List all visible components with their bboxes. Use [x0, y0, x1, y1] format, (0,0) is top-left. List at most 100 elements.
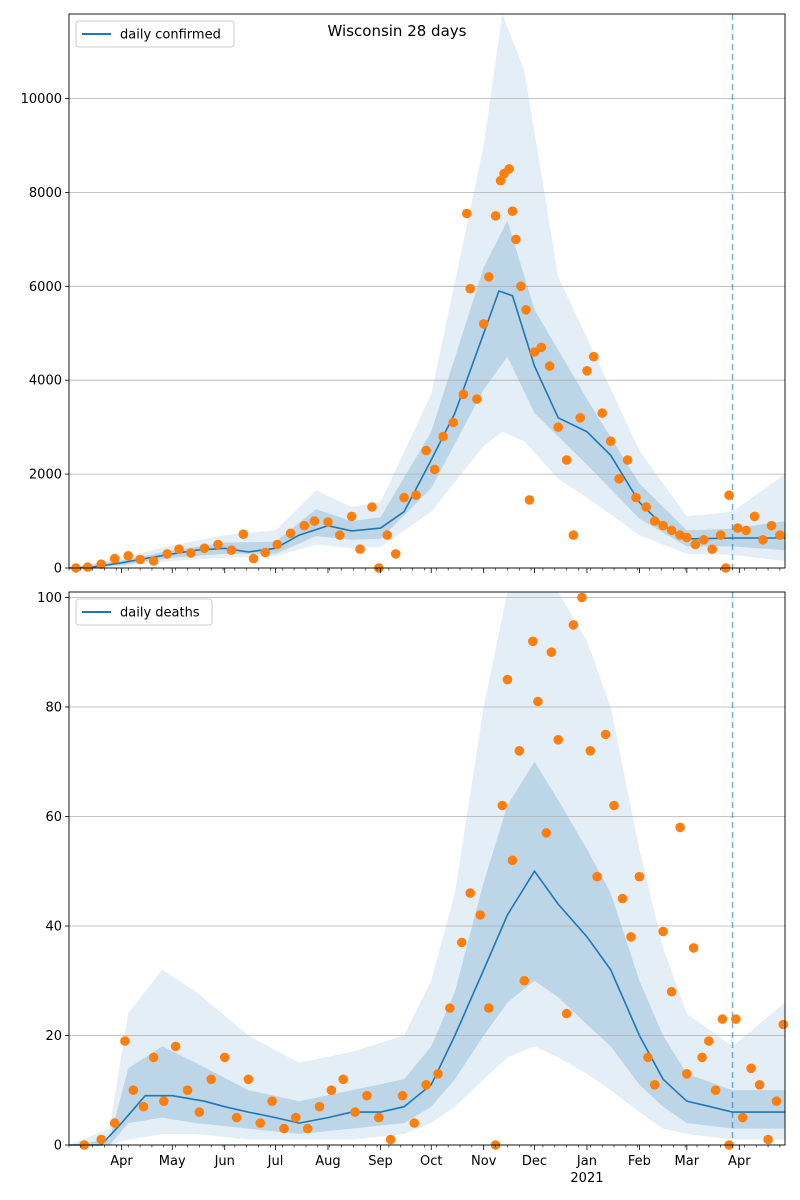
data-point	[568, 530, 579, 540]
data-point	[528, 636, 538, 647]
data-point	[465, 888, 476, 898]
data-point	[128, 1085, 139, 1095]
data-point	[456, 937, 467, 948]
data-point	[666, 986, 677, 997]
confirmed-x-ticks	[68, 568, 781, 573]
deaths-y-ticks: 0 20 40 60 80 100	[37, 591, 69, 1154]
data-point	[561, 455, 572, 465]
data-point	[614, 474, 624, 484]
x-tick-label: Apr	[110, 1154, 133, 1169]
y-tick-label: 20	[45, 1029, 62, 1044]
y-tick-label: 40	[45, 919, 62, 934]
data-point	[763, 1134, 773, 1145]
data-point	[138, 1101, 149, 1112]
data-point	[524, 495, 535, 505]
data-point	[634, 871, 645, 882]
data-point	[478, 319, 489, 329]
deaths-panel: 0 20 40 60 80 100 Apr May Jun Jul Aug Sep Oct Nov Dec…	[37, 591, 789, 1186]
data-point	[704, 1036, 714, 1046]
data-point	[109, 1118, 120, 1128]
data-point	[135, 554, 145, 565]
data-point	[465, 283, 476, 294]
data-point	[521, 305, 531, 315]
x-tick-label: Jun	[214, 1154, 235, 1169]
data-point	[731, 1014, 741, 1024]
data-point	[541, 828, 552, 838]
data-point	[529, 347, 540, 357]
data-point	[109, 553, 120, 564]
data-point	[582, 366, 592, 376]
data-point	[206, 1074, 216, 1085]
data-point	[385, 1134, 396, 1145]
data-point	[374, 1112, 384, 1123]
data-point	[592, 871, 602, 882]
data-point	[690, 539, 701, 550]
data-point	[643, 1052, 653, 1063]
y-tick-label: 10000	[21, 92, 62, 107]
data-point	[519, 975, 530, 986]
data-point	[433, 1069, 443, 1079]
confirmed-axes-frame	[68, 13, 786, 569]
axes-frame	[68, 591, 786, 1146]
confirmed-points	[71, 164, 785, 573]
data-point	[746, 1063, 756, 1074]
y-tick-label: 8000	[29, 186, 62, 201]
y-tick-label: 80	[45, 700, 62, 715]
data-point	[544, 361, 555, 371]
data-point	[285, 528, 296, 539]
axes-frame	[68, 13, 786, 569]
data-point	[577, 592, 587, 603]
data-point	[472, 394, 482, 404]
data-point	[96, 559, 106, 569]
data-point	[688, 943, 699, 953]
data-point	[96, 1134, 106, 1145]
data-point	[741, 525, 751, 536]
data-point	[382, 530, 393, 540]
inner-band	[69, 220, 785, 568]
data-point	[553, 735, 563, 745]
data-point	[182, 1085, 193, 1095]
y-tick-label: 6000	[29, 280, 62, 295]
data-point	[514, 746, 525, 756]
data-point	[516, 281, 526, 292]
data-point	[475, 910, 486, 920]
data-point	[226, 545, 237, 555]
legend-label: daily confirmed	[120, 28, 221, 43]
data-point	[658, 520, 668, 531]
data-point	[231, 1112, 242, 1123]
data-point	[536, 342, 547, 353]
data-point	[495, 175, 506, 186]
deaths-legend: daily deaths	[75, 598, 213, 626]
data-point	[502, 674, 513, 685]
deaths-gridlines	[69, 597, 785, 1146]
data-point	[409, 1118, 420, 1128]
data-point	[609, 800, 619, 811]
confirmed-y-ticks: 0 2000 4000 6000 8000 10000	[21, 92, 69, 577]
data-point	[186, 548, 196, 558]
x-tick-label: Feb	[628, 1154, 651, 1169]
data-point	[697, 1052, 707, 1063]
x-tick-sublabel: 2021	[570, 1171, 603, 1186]
data-point	[346, 511, 357, 522]
data-point	[148, 556, 159, 566]
data-point	[605, 436, 616, 447]
data-point	[507, 206, 518, 216]
y-tick-label: 60	[45, 810, 62, 825]
data-point	[162, 549, 172, 559]
deaths-uncertainty-bands	[69, 592, 785, 1145]
data-point	[148, 1052, 159, 1063]
deaths-points	[79, 592, 789, 1150]
data-point	[445, 1003, 455, 1013]
data-point	[362, 1090, 372, 1101]
data-point	[749, 511, 760, 522]
data-point	[355, 544, 365, 554]
x-tick-label: Sep	[368, 1154, 393, 1169]
data-point	[682, 1069, 692, 1079]
data-point	[497, 800, 508, 811]
data-point	[438, 431, 448, 442]
data-point	[350, 1107, 360, 1117]
data-point	[617, 893, 628, 904]
data-point	[631, 492, 641, 503]
data-point	[82, 562, 93, 572]
data-point	[626, 932, 636, 942]
